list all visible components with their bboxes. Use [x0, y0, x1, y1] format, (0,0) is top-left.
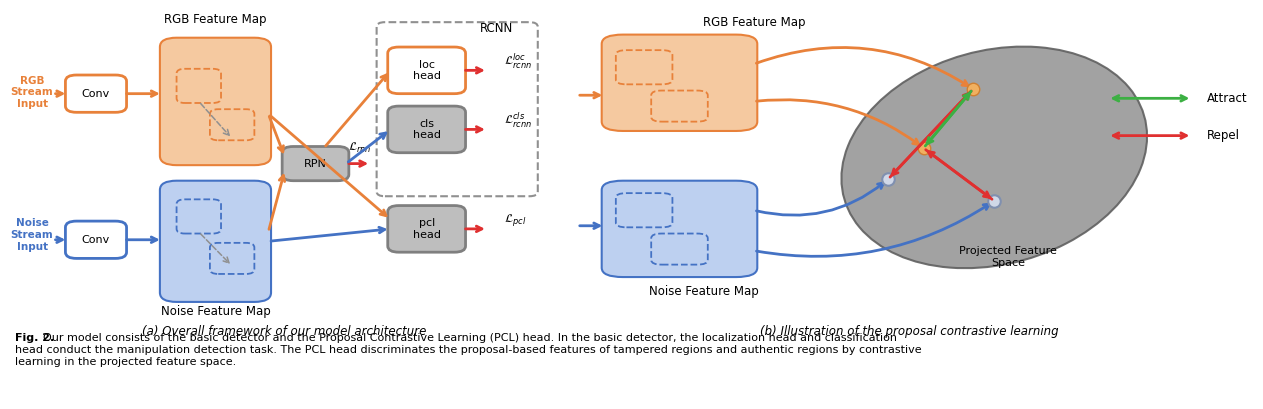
Text: cls
head: cls head: [413, 119, 441, 140]
Text: $\mathcal{L}_{pcl}$: $\mathcal{L}_{pcl}$: [504, 211, 527, 227]
Text: RPN: RPN: [304, 159, 327, 169]
FancyBboxPatch shape: [388, 206, 466, 252]
FancyBboxPatch shape: [160, 181, 272, 302]
FancyBboxPatch shape: [66, 221, 126, 258]
Ellipse shape: [841, 47, 1147, 268]
Text: Our model consists of the basic detector and the Proposal Contrastive Learning (: Our model consists of the basic detector…: [15, 333, 922, 366]
FancyBboxPatch shape: [601, 181, 758, 277]
FancyBboxPatch shape: [282, 146, 349, 181]
Text: RGB
Stream
Input: RGB Stream Input: [10, 76, 53, 109]
Text: loc
head: loc head: [413, 60, 441, 81]
Text: Noise Feature Map: Noise Feature Map: [160, 305, 270, 318]
Text: $\mathcal{L}_{rcnn}^{cls}$: $\mathcal{L}_{rcnn}^{cls}$: [504, 110, 533, 130]
Text: RGB Feature Map: RGB Feature Map: [164, 13, 266, 25]
FancyBboxPatch shape: [388, 106, 466, 153]
Text: $\mathcal{L}_{rcnn}^{loc}$: $\mathcal{L}_{rcnn}^{loc}$: [504, 51, 533, 71]
Text: Attract: Attract: [1206, 92, 1247, 105]
Text: Conv: Conv: [82, 89, 110, 99]
FancyBboxPatch shape: [388, 47, 466, 94]
Text: RGB Feature Map: RGB Feature Map: [702, 16, 805, 29]
Text: pcl
head: pcl head: [413, 218, 441, 240]
FancyBboxPatch shape: [601, 35, 758, 131]
FancyBboxPatch shape: [66, 75, 126, 112]
Text: Noise
Stream
Input: Noise Stream Input: [10, 218, 53, 252]
Text: (a) Overall framework of our model architecture: (a) Overall framework of our model archi…: [141, 325, 427, 338]
Text: Conv: Conv: [82, 235, 110, 245]
FancyBboxPatch shape: [160, 38, 272, 165]
Text: (b) Illustration of the proposal contrastive learning: (b) Illustration of the proposal contras…: [760, 325, 1058, 338]
Text: Repel: Repel: [1206, 129, 1239, 142]
Text: Fig. 2.: Fig. 2.: [15, 333, 54, 343]
Text: Noise Feature Map: Noise Feature Map: [649, 285, 759, 297]
Text: Projected Feature
Space: Projected Feature Space: [960, 246, 1057, 267]
Text: $\mathcal{L}_{rpn}$: $\mathcal{L}_{rpn}$: [349, 140, 371, 156]
Text: RCNN: RCNN: [480, 22, 513, 35]
